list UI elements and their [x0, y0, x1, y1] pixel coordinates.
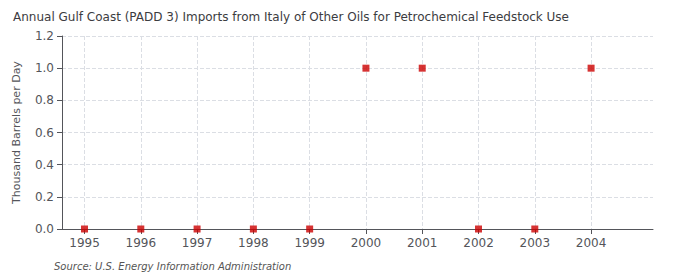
svg-text:1.2: 1.2 [35, 29, 54, 43]
svg-text:1997: 1997 [182, 236, 213, 250]
svg-text:Thousand Barrels per Day: Thousand Barrels per Day [10, 61, 23, 205]
svg-text:2004: 2004 [576, 236, 607, 250]
svg-text:0.2: 0.2 [35, 190, 54, 204]
svg-text:0.0: 0.0 [35, 222, 54, 236]
svg-text:1.0: 1.0 [35, 61, 54, 75]
svg-text:1996: 1996 [126, 236, 157, 250]
svg-text:2000: 2000 [351, 236, 382, 250]
svg-text:0.4: 0.4 [35, 158, 54, 172]
svg-text:1998: 1998 [238, 236, 269, 250]
svg-text:Annual Gulf Coast (PADD 3) Imp: Annual Gulf Coast (PADD 3) Imports from … [13, 10, 569, 24]
svg-text:2001: 2001 [407, 236, 438, 250]
svg-text:2003: 2003 [520, 236, 551, 250]
svg-text:Source: U.S. Energy Informatio: Source: U.S. Energy Information Administ… [54, 261, 291, 272]
svg-text:0.8: 0.8 [35, 93, 54, 107]
svg-text:1999: 1999 [294, 236, 325, 250]
svg-text:2002: 2002 [463, 236, 494, 250]
svg-text:1995: 1995 [69, 236, 100, 250]
svg-text:0.6: 0.6 [35, 126, 54, 140]
